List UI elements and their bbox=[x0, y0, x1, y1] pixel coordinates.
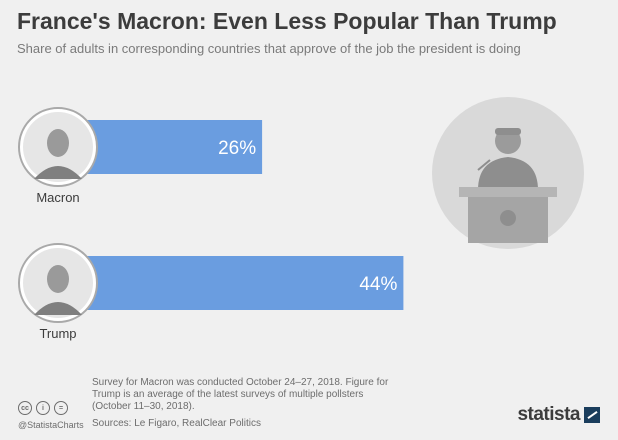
value-label-macron: 26% bbox=[218, 138, 256, 159]
statista-logo-icon bbox=[584, 407, 600, 423]
chart-title: France's Macron: Even Less Popular Than … bbox=[17, 8, 557, 34]
footer-note: Survey for Macron was conducted October … bbox=[92, 377, 389, 412]
footer-sources: Sources: Le Figaro, RealClear Politics bbox=[92, 418, 261, 429]
creative-commons-icon: cc bbox=[18, 401, 32, 415]
chart-subtitle: Share of adults in corresponding countri… bbox=[17, 41, 521, 56]
value-label-trump: 44% bbox=[359, 274, 397, 295]
attribution-icon: i bbox=[36, 401, 50, 415]
category-label-macron: Macron bbox=[36, 190, 79, 205]
no-derivatives-icon: = bbox=[54, 401, 68, 415]
license-icons: cc i = bbox=[18, 401, 68, 415]
statista-logo-text: statista bbox=[517, 404, 580, 425]
bar-trump bbox=[58, 256, 404, 310]
category-label-trump: Trump bbox=[39, 326, 76, 341]
trump-portrait-icon bbox=[18, 243, 98, 323]
macron-portrait-icon bbox=[18, 107, 98, 187]
statista-charts-handle: @StatistaCharts bbox=[18, 420, 84, 430]
podium-illustration bbox=[432, 97, 584, 249]
statista-logo[interactable]: statista bbox=[517, 404, 600, 426]
